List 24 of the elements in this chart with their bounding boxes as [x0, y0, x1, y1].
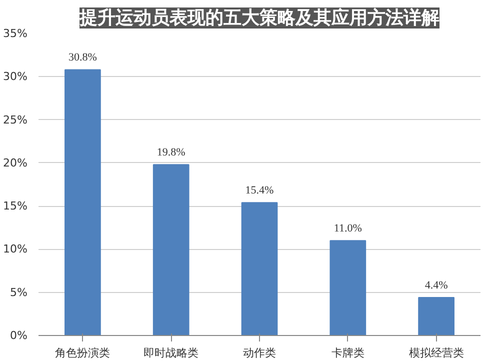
x-tick-label: 卡牌类 — [331, 346, 364, 360]
data-label: 19.8% — [156, 146, 186, 159]
bar — [330, 240, 366, 336]
x-tick-label: 角色扮演类 — [55, 346, 110, 360]
x-tick-label: 动作类 — [243, 346, 276, 360]
chart-title: 提升运动员表现的五大策略及其应用方法详解 — [78, 8, 440, 28]
data-label: 4.4% — [424, 280, 448, 292]
y-tick-label: 0% — [10, 329, 28, 342]
data-label: 30.8% — [68, 52, 97, 64]
data-label: 11.0% — [334, 222, 362, 235]
y-tick-label: 30% — [3, 70, 28, 84]
y-tick-label: 35% — [3, 27, 28, 40]
y-tick-label: 10% — [3, 242, 28, 256]
bar — [241, 202, 278, 336]
y-tick-label: 20% — [3, 156, 28, 170]
data-label: 15.4% — [245, 184, 274, 197]
y-tick-label: 5% — [10, 286, 28, 299]
y-tick-label: 15% — [3, 200, 28, 213]
bar — [152, 164, 190, 336]
x-tick-label: 模拟经营类 — [408, 346, 464, 360]
x-tick-label: 即时战略类 — [144, 346, 199, 360]
bar — [418, 297, 454, 336]
y-tick-label: 25% — [3, 113, 28, 126]
bar — [64, 69, 101, 336]
